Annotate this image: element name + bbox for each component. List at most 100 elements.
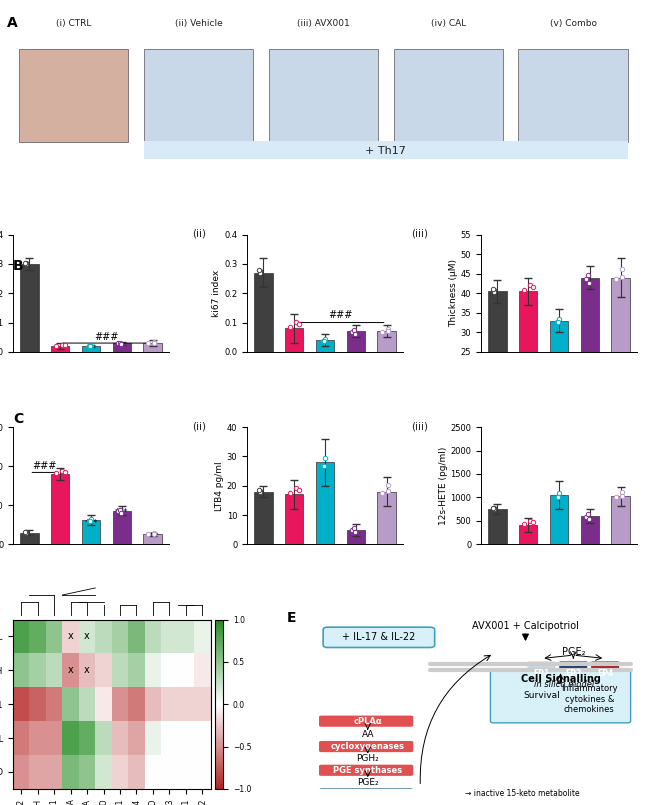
Bar — [346, 332, 365, 352]
Text: cPLAα: cPLAα — [354, 716, 382, 725]
Text: ###: ### — [328, 310, 352, 320]
Bar — [378, 332, 396, 352]
Text: B: B — [13, 258, 23, 273]
Point — [114, 336, 125, 349]
Point — [59, 339, 70, 352]
Point — [347, 524, 358, 537]
Point — [488, 502, 499, 514]
Y-axis label: 12s-HETE (pg/ml): 12s-HETE (pg/ml) — [439, 447, 447, 525]
Point — [581, 510, 592, 523]
Point — [377, 486, 387, 499]
Point — [319, 335, 330, 348]
Bar — [285, 328, 304, 352]
Point — [616, 486, 627, 499]
Point — [350, 526, 360, 539]
Point — [611, 272, 621, 285]
Point — [489, 502, 499, 515]
Point — [318, 459, 328, 472]
Point — [285, 487, 295, 500]
Point — [20, 256, 31, 269]
Text: (i) CTRL: (i) CTRL — [56, 19, 92, 27]
Point — [611, 491, 621, 504]
Point — [552, 316, 562, 328]
Point — [318, 335, 328, 348]
Point — [616, 270, 627, 283]
Point — [554, 312, 564, 325]
Point — [285, 320, 295, 333]
Point — [51, 467, 61, 480]
Bar — [144, 343, 162, 352]
Text: ***: *** — [115, 509, 129, 518]
Point — [116, 337, 126, 350]
Bar — [488, 509, 506, 544]
Text: PGH₂: PGH₂ — [356, 754, 379, 763]
Point — [582, 508, 593, 521]
Text: x: x — [68, 631, 73, 642]
Point — [114, 503, 125, 516]
Point — [616, 490, 627, 503]
FancyBboxPatch shape — [591, 661, 619, 687]
Bar — [580, 278, 599, 449]
Bar — [112, 343, 131, 352]
Y-axis label: LTB4 pg/ml: LTB4 pg/ml — [215, 461, 224, 510]
Point — [488, 283, 499, 295]
Point — [85, 514, 96, 527]
Text: EP2: EP2 — [565, 669, 581, 679]
Text: AA: AA — [361, 730, 374, 739]
Point — [255, 485, 265, 497]
Text: + IL-17 & IL-22: + IL-17 & IL-22 — [342, 633, 415, 642]
Point — [553, 316, 564, 328]
Text: in silico model: in silico model — [534, 680, 594, 689]
Text: EP1: EP1 — [533, 669, 549, 679]
Text: (iv) CAL: (iv) CAL — [430, 19, 466, 27]
FancyBboxPatch shape — [20, 49, 129, 142]
Text: (ii): (ii) — [192, 421, 207, 431]
Point — [382, 479, 393, 492]
Point — [489, 285, 499, 298]
Text: ***: *** — [146, 532, 159, 541]
Point — [527, 516, 538, 529]
FancyBboxPatch shape — [144, 141, 628, 159]
Text: PGE₂: PGE₂ — [562, 646, 585, 657]
Bar — [254, 492, 272, 544]
Text: Survival: Survival — [523, 691, 560, 700]
Point — [148, 527, 159, 540]
Point — [116, 506, 126, 519]
FancyBboxPatch shape — [319, 741, 413, 752]
Point — [20, 526, 31, 539]
Text: AVX001 + Calcipotriol: AVX001 + Calcipotriol — [472, 621, 579, 631]
Text: cycloxygenases: cycloxygenases — [331, 742, 405, 751]
Bar — [316, 341, 334, 352]
Point — [21, 258, 31, 270]
Text: x: x — [68, 666, 73, 675]
Point — [582, 268, 593, 281]
Text: → inactive 15-keto metabolite: → inactive 15-keto metabolite — [465, 790, 580, 799]
Point — [584, 277, 594, 290]
Y-axis label: ki67 index: ki67 index — [213, 270, 221, 317]
Bar — [519, 525, 538, 544]
Bar — [20, 264, 38, 352]
Point — [519, 518, 529, 530]
Point — [489, 503, 499, 516]
Point — [554, 486, 564, 499]
FancyBboxPatch shape — [559, 661, 588, 687]
Point — [113, 336, 124, 349]
Point — [254, 263, 265, 276]
FancyBboxPatch shape — [323, 627, 435, 647]
Point — [382, 485, 393, 497]
Point — [85, 340, 96, 353]
Point — [21, 526, 31, 539]
Point — [148, 336, 159, 349]
Text: ###: ### — [32, 460, 57, 471]
Point — [320, 332, 330, 345]
Point — [489, 283, 499, 296]
Text: (iii): (iii) — [411, 229, 428, 239]
Point — [350, 328, 360, 341]
Text: x: x — [84, 631, 90, 642]
Text: A: A — [6, 16, 18, 30]
Point — [84, 340, 94, 353]
Point — [291, 481, 302, 494]
Text: E: E — [287, 611, 296, 625]
Point — [21, 526, 31, 539]
FancyBboxPatch shape — [144, 49, 254, 142]
